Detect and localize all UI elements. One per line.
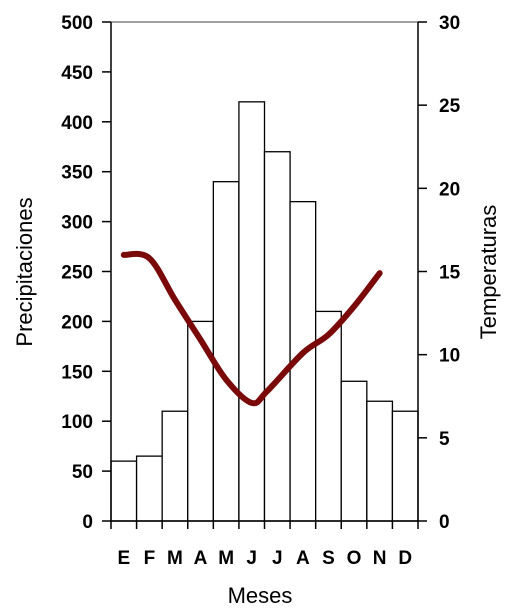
temperature-line-layer — [120, 250, 383, 407]
y-tick-label: 500 — [61, 13, 93, 34]
precipitation-bar — [212, 181, 240, 522]
x-tick-label: M — [167, 548, 183, 569]
y-tick-label: 100 — [61, 412, 93, 433]
y-tick-label: 300 — [61, 213, 93, 234]
y2-axis-title: Temperaturas — [476, 205, 501, 340]
x-tick-label: O — [347, 548, 362, 569]
x-tick-label: E — [117, 548, 130, 569]
tick-labels: 0 50 100 150 200 250 300 350 400 450 500 0 5 10 15 20 25… — [61, 13, 460, 569]
y-tick-label: 0 — [82, 512, 93, 533]
x-tick-label: F — [144, 548, 156, 569]
x-tick-label: S — [322, 548, 335, 569]
precipitation-bar — [135, 455, 163, 522]
y-tick-label: 400 — [61, 113, 93, 134]
y2-tick-label: 20 — [439, 179, 460, 200]
y-axis-title: Precipitaciones — [12, 197, 37, 346]
temperature-line — [120, 250, 383, 407]
x-tick-label: A — [194, 548, 208, 569]
x-tick-label: J — [246, 548, 257, 569]
precipitation-bar — [391, 410, 419, 522]
x-tick-label: D — [398, 548, 412, 569]
precipitation-bar — [340, 380, 368, 522]
precipitation-bar — [366, 400, 394, 522]
x-tick-label: M — [218, 548, 234, 569]
y-tick-label: 450 — [61, 63, 93, 84]
y2-tick-label: 25 — [439, 96, 461, 117]
x-axis-title: Meses — [228, 583, 293, 608]
y-tick-label: 50 — [72, 462, 93, 483]
precipitation-bar — [161, 410, 189, 522]
x-tick-label: A — [296, 548, 310, 569]
y2-tick-label: 10 — [439, 346, 460, 367]
precipitation-bar — [110, 460, 138, 522]
x-tick-label: J — [272, 548, 283, 569]
y2-tick-label: 0 — [439, 512, 450, 533]
precipitation-bar — [238, 101, 266, 522]
precipitation-bars — [110, 101, 419, 522]
x-tick-label: N — [373, 548, 387, 569]
y-tick-label: 150 — [61, 362, 93, 383]
y2-tick-label: 5 — [439, 429, 450, 450]
axes — [102, 21, 427, 529]
y-tick-label: 350 — [61, 163, 93, 184]
precipitation-bar — [263, 151, 291, 522]
y-tick-label: 250 — [61, 263, 93, 284]
y-tick-label: 200 — [61, 312, 93, 333]
y2-tick-label: 15 — [439, 263, 461, 284]
y2-tick-label: 30 — [439, 13, 460, 34]
